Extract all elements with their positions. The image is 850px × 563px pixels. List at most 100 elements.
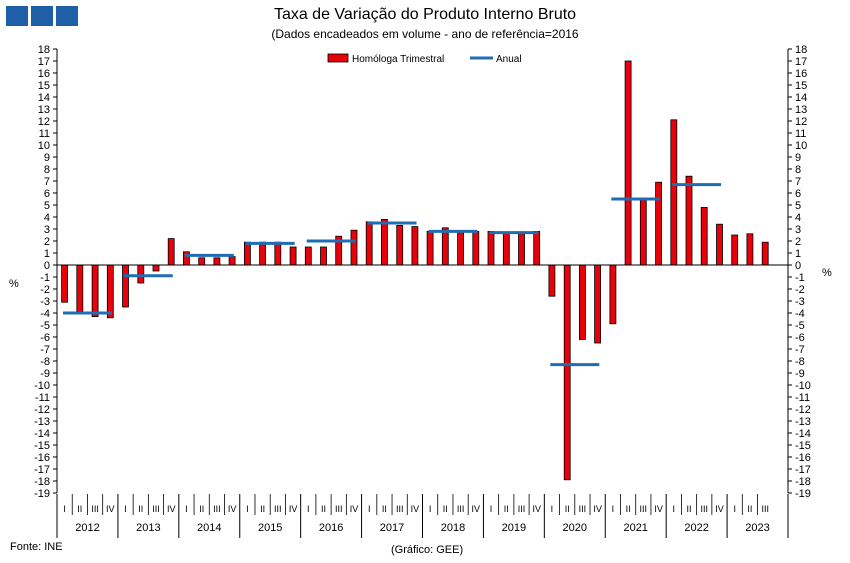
y-tick-label-left: 10 xyxy=(38,140,50,152)
chart-credit: (Gráfico: GEE) xyxy=(391,544,464,556)
x-quarter-label: III xyxy=(579,504,587,514)
bar-quarter xyxy=(411,226,419,266)
y-tick-label-left: 13 xyxy=(38,104,50,116)
y-tick-label-right: -6 xyxy=(795,332,805,344)
x-quarter-label: II xyxy=(321,504,326,514)
x-year-label: 2018 xyxy=(441,522,465,534)
y-tick-label-right: -11 xyxy=(795,392,810,404)
y-tick-label-right: 15 xyxy=(795,80,807,92)
bar-quarter xyxy=(533,230,541,266)
x-quarter-label: II xyxy=(138,504,143,514)
x-quarter-label: III xyxy=(640,504,648,514)
x-quarter-label: I xyxy=(63,504,66,514)
y-tick-label-right: -3 xyxy=(795,296,805,308)
bar-quarter xyxy=(380,218,388,266)
x-year-label: 2021 xyxy=(623,522,647,534)
bar-quarter xyxy=(472,230,480,266)
bar-quarter xyxy=(624,60,632,266)
x-quarter-label: II xyxy=(626,504,631,514)
x-quarter-label: II xyxy=(686,504,691,514)
bar-quarter xyxy=(594,264,601,344)
y-tick-label-left: 3 xyxy=(44,224,50,236)
bar-quarter xyxy=(670,119,678,266)
bar-quarter xyxy=(320,246,327,266)
logo-square xyxy=(56,6,78,26)
bar-quarter xyxy=(609,264,617,325)
bar-quarter xyxy=(685,175,693,266)
bar-quarter xyxy=(243,241,251,266)
x-year-label: 2017 xyxy=(380,522,404,534)
y-tick-label-left: 7 xyxy=(44,176,50,188)
x-quarter-label: IV xyxy=(350,504,359,514)
x-quarter-label: I xyxy=(185,504,188,514)
bar-quarter xyxy=(106,264,114,319)
y-tick-label-left: -18 xyxy=(34,476,50,488)
y-tick-label-right: -16 xyxy=(795,452,811,464)
x-quarter-label: III xyxy=(274,504,282,514)
y-tick-label-right: 16 xyxy=(795,68,807,80)
y-tick-label-right: -14 xyxy=(795,428,811,440)
y-tick-label-right: 9 xyxy=(795,152,801,164)
x-quarter-label: IV xyxy=(715,504,724,514)
x-year-label: 2020 xyxy=(563,522,587,534)
x-quarter-label: III xyxy=(91,504,99,514)
y-tick-label-left: 11 xyxy=(39,128,50,140)
x-quarter-label: IV xyxy=(593,504,602,514)
y-tick-label-left: -7 xyxy=(40,344,50,356)
bar-quarter xyxy=(746,233,754,266)
x-quarter-label: II xyxy=(443,504,448,514)
y-unit-label-left: % xyxy=(9,278,19,290)
x-quarter-label: II xyxy=(565,504,570,514)
x-quarter-label: I xyxy=(733,504,736,514)
x-year-label: 2012 xyxy=(75,522,99,534)
y-tick-label-right: 18 xyxy=(795,44,807,56)
x-quarter-label: IV xyxy=(411,504,420,514)
y-tick-label-right: 5 xyxy=(795,200,801,212)
y-tick-label-left: 17 xyxy=(38,56,50,68)
y-tick-label-left: 4 xyxy=(44,212,50,224)
y-tick-label-left: -6 xyxy=(40,332,50,344)
x-quarter-label: III xyxy=(518,504,526,514)
x-quarter-label: IV xyxy=(289,504,298,514)
bar-quarter xyxy=(487,230,495,266)
y-tick-label-left: 0 xyxy=(44,260,50,272)
y-tick-label-left: -14 xyxy=(34,428,50,440)
legend-swatch-bar xyxy=(327,53,349,63)
legend-label-bar: Homóloga Trimestral xyxy=(352,54,444,65)
bar-quarter xyxy=(137,264,145,284)
y-tick-label-right: 2 xyxy=(795,236,801,248)
x-quarter-label: IV xyxy=(472,504,481,514)
y-tick-label-left: 14 xyxy=(38,92,50,104)
chart-title: Taxa de Variação do Produto Interno Brut… xyxy=(273,6,577,23)
bar-quarter xyxy=(700,206,708,266)
y-tick-label-right: 7 xyxy=(795,176,801,188)
y-tick-label-right: 6 xyxy=(795,188,801,200)
y-tick-label-right: 14 xyxy=(795,92,807,104)
y-tick-label-right: -12 xyxy=(795,404,811,416)
y-tick-label-left: -19 xyxy=(34,488,50,500)
y-tick-label-right: -1 xyxy=(795,272,805,284)
x-quarter-label: IV xyxy=(532,504,541,514)
y-tick-label-right: -7 xyxy=(795,344,805,356)
y-tick-label-right: -18 xyxy=(795,476,811,488)
x-quarter-label: III xyxy=(213,504,221,514)
y-tick-label-left: -8 xyxy=(40,356,50,368)
y-tick-label-left: 6 xyxy=(44,188,50,200)
x-quarter-label: I xyxy=(429,504,432,514)
x-quarter-label: I xyxy=(673,504,676,514)
y-tick-label-left: -4 xyxy=(40,308,50,320)
x-quarter-label: I xyxy=(490,504,493,514)
y-tick-label-right: -19 xyxy=(795,488,811,500)
bar-quarter xyxy=(548,264,556,297)
bar-quarter xyxy=(761,241,769,266)
logo-square xyxy=(6,6,28,26)
y-tick-label-right: -4 xyxy=(795,308,805,320)
bar-quarter xyxy=(350,229,358,266)
x-quarter-label: II xyxy=(747,504,752,514)
bar-quarter xyxy=(182,251,190,266)
x-quarter-label: III xyxy=(335,504,343,514)
y-tick-label-left: -5 xyxy=(40,320,50,332)
x-year-label: 2023 xyxy=(745,522,769,534)
x-quarter-label: IV xyxy=(228,504,237,514)
